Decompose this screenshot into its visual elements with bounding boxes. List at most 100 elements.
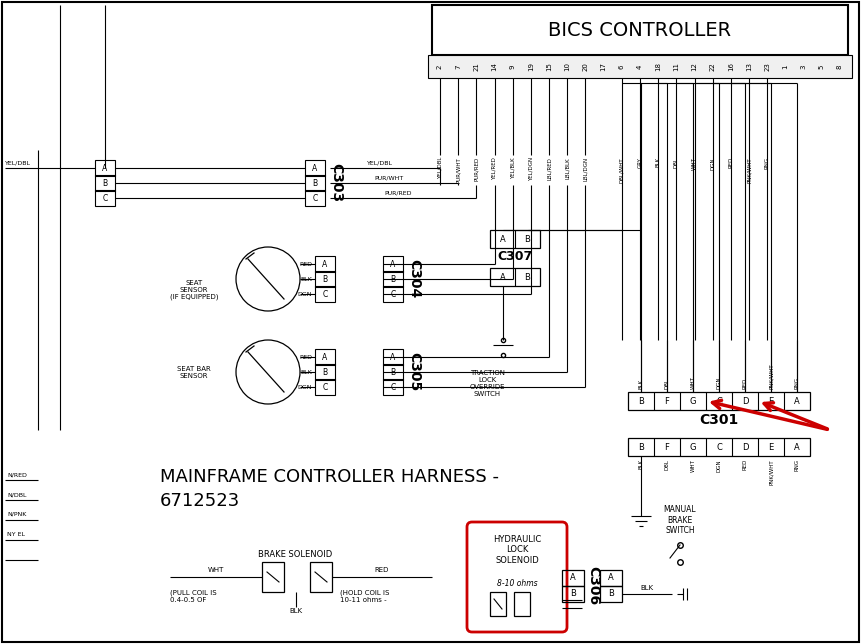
Text: N/PNK: N/PNK bbox=[7, 512, 27, 517]
Bar bbox=[315, 286, 335, 302]
Bar bbox=[262, 562, 284, 592]
Bar bbox=[315, 256, 335, 272]
Text: C: C bbox=[313, 193, 318, 202]
Text: DBL: DBL bbox=[665, 459, 670, 470]
Text: MAINFRAME CONTROLLER HARNESS -: MAINFRAME CONTROLLER HARNESS - bbox=[160, 468, 499, 486]
Text: C304: C304 bbox=[407, 260, 421, 299]
Text: HYDRAULIC
LOCK
SOLENOID: HYDRAULIC LOCK SOLENOID bbox=[492, 535, 541, 565]
Text: BRAKE SOLENOID: BRAKE SOLENOID bbox=[258, 550, 332, 559]
Bar bbox=[428, 55, 852, 78]
Text: 8-10 ohms: 8-10 ohms bbox=[497, 579, 537, 588]
Text: 1: 1 bbox=[783, 64, 789, 69]
Bar bbox=[383, 349, 403, 365]
Text: PUR/RED: PUR/RED bbox=[474, 157, 479, 181]
Text: B: B bbox=[524, 272, 530, 281]
Text: (HOLD COIL IS
10-11 ohms -: (HOLD COIL IS 10-11 ohms - bbox=[340, 589, 389, 603]
Text: YEL/DBL: YEL/DBL bbox=[437, 157, 443, 180]
Text: 7: 7 bbox=[455, 64, 461, 69]
Text: DGN: DGN bbox=[298, 292, 312, 296]
Bar bbox=[562, 570, 584, 586]
Bar bbox=[315, 271, 335, 287]
Text: C307: C307 bbox=[498, 250, 533, 263]
Text: 9: 9 bbox=[510, 64, 516, 69]
Text: 14: 14 bbox=[492, 62, 498, 71]
Text: PUR/RED: PUR/RED bbox=[384, 190, 412, 195]
Text: C: C bbox=[102, 193, 108, 202]
Text: B: B bbox=[638, 442, 644, 451]
Text: B: B bbox=[102, 178, 108, 187]
Bar bbox=[628, 438, 810, 456]
Text: (PULL COIL IS
0.4-0.5 OF: (PULL COIL IS 0.4-0.5 OF bbox=[170, 589, 217, 603]
Text: 12: 12 bbox=[691, 62, 697, 71]
Bar bbox=[490, 592, 506, 616]
Bar bbox=[600, 586, 622, 602]
Text: WHT: WHT bbox=[691, 459, 696, 472]
Text: DGN: DGN bbox=[716, 459, 722, 471]
Text: SEAT BAR
SENSOR: SEAT BAR SENSOR bbox=[177, 366, 211, 379]
Text: BLK: BLK bbox=[656, 157, 660, 167]
Text: 4: 4 bbox=[637, 64, 643, 69]
Text: GRY: GRY bbox=[637, 157, 642, 168]
Text: G: G bbox=[690, 397, 697, 406]
Text: B: B bbox=[524, 234, 530, 243]
Text: A: A bbox=[608, 574, 614, 583]
Text: 10: 10 bbox=[564, 62, 570, 71]
Text: B: B bbox=[638, 397, 644, 406]
Text: DBL/WHT: DBL/WHT bbox=[619, 157, 624, 183]
Text: DGN: DGN bbox=[298, 384, 312, 390]
Text: B: B bbox=[390, 368, 395, 377]
Bar bbox=[315, 364, 335, 380]
Text: 11: 11 bbox=[673, 62, 679, 71]
Text: PUR/WHT: PUR/WHT bbox=[375, 175, 404, 180]
Text: WHT: WHT bbox=[208, 567, 224, 573]
Text: RNG: RNG bbox=[765, 157, 770, 169]
Bar bbox=[383, 364, 403, 380]
Text: TRACTION
LOCK
OVERRIDE
SWITCH: TRACTION LOCK OVERRIDE SWITCH bbox=[470, 370, 505, 397]
Bar bbox=[95, 175, 115, 191]
Text: C: C bbox=[390, 383, 395, 392]
Text: 5: 5 bbox=[819, 64, 825, 69]
Text: C: C bbox=[322, 383, 328, 392]
Text: NY EL: NY EL bbox=[7, 532, 25, 537]
Text: A: A bbox=[313, 164, 318, 173]
Text: B: B bbox=[322, 274, 327, 283]
Text: RNG: RNG bbox=[795, 459, 800, 471]
Bar bbox=[514, 592, 530, 616]
Text: A: A bbox=[499, 234, 505, 243]
Text: A: A bbox=[794, 442, 800, 451]
Text: B: B bbox=[570, 589, 576, 598]
Text: 6: 6 bbox=[619, 64, 625, 69]
Text: 6712523: 6712523 bbox=[160, 492, 240, 510]
Text: N/RED: N/RED bbox=[7, 472, 27, 477]
Text: G: G bbox=[690, 442, 697, 451]
Text: E: E bbox=[768, 442, 774, 451]
Bar bbox=[305, 175, 325, 191]
Text: A: A bbox=[499, 272, 505, 281]
Bar bbox=[383, 379, 403, 395]
Text: LBL/BLK: LBL/BLK bbox=[565, 157, 570, 178]
Text: F: F bbox=[665, 397, 670, 406]
Text: B: B bbox=[313, 178, 318, 187]
Text: LBL/DGN: LBL/DGN bbox=[583, 157, 588, 181]
Text: RED: RED bbox=[728, 157, 734, 168]
Text: A: A bbox=[570, 574, 576, 583]
Text: BLK: BLK bbox=[300, 370, 312, 375]
Bar bbox=[490, 268, 540, 286]
Text: 3: 3 bbox=[801, 64, 807, 69]
Text: PNK/WHT: PNK/WHT bbox=[769, 459, 773, 485]
Text: DBL: DBL bbox=[674, 157, 678, 168]
Text: C: C bbox=[322, 290, 328, 299]
Bar bbox=[95, 160, 115, 176]
Bar bbox=[383, 286, 403, 302]
Text: YEL/DBL: YEL/DBL bbox=[367, 160, 393, 165]
Text: 13: 13 bbox=[746, 62, 753, 71]
Text: 18: 18 bbox=[655, 62, 661, 71]
Text: RED: RED bbox=[375, 567, 389, 573]
Text: SEAT
SENSOR
(IF EQUIPPED): SEAT SENSOR (IF EQUIPPED) bbox=[170, 279, 218, 300]
Text: YEL/DGN: YEL/DGN bbox=[529, 157, 534, 181]
Bar bbox=[600, 570, 622, 586]
Bar bbox=[432, 5, 848, 55]
Text: BLK: BLK bbox=[639, 459, 643, 469]
Text: B: B bbox=[322, 368, 327, 377]
Text: 22: 22 bbox=[709, 62, 715, 71]
